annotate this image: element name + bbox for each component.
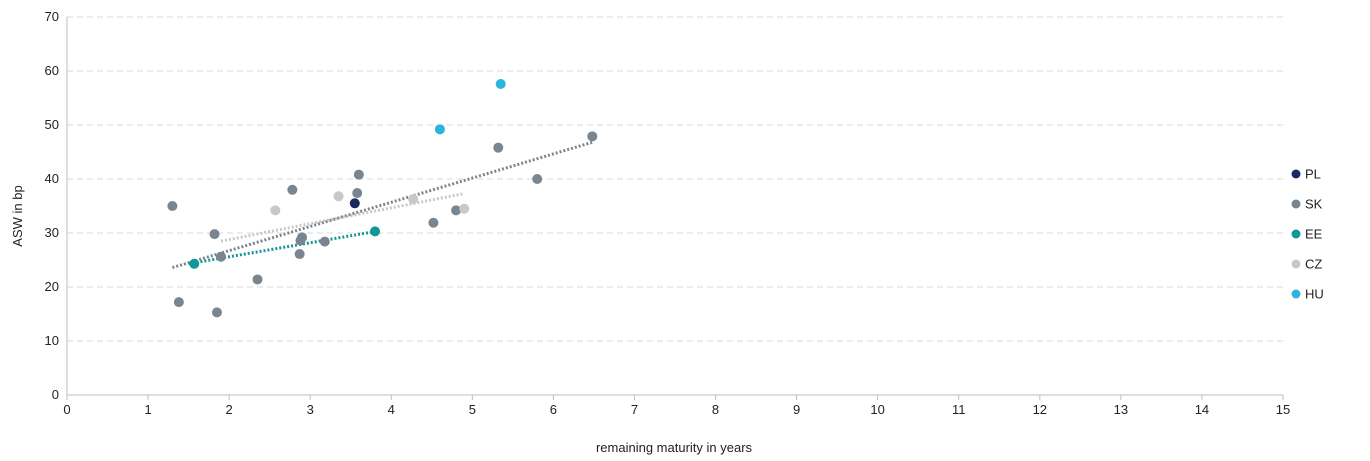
x-tick-label-10: 10 [870,402,884,417]
legend-label-cz: CZ [1305,257,1322,272]
legend-label-sk: SK [1305,197,1323,212]
y-tick-label-10: 10 [45,333,59,348]
y-axis-title: ASW in bp [10,185,25,246]
data-points [167,78,598,318]
y-tick-label-60: 60 [45,63,59,78]
y-tick-labels: 0 10 20 30 40 50 60 70 [45,9,59,402]
legend-item-ee: EE [1291,227,1323,242]
legend-item-pl: PL [1291,167,1321,182]
x-tick-label-13: 13 [1114,402,1128,417]
x-tick-label-11: 11 [952,402,966,417]
point-sk-11 [352,188,363,199]
legend-marker-ee [1291,229,1301,239]
point-sk-5 [252,274,263,285]
legend-marker-cz [1291,259,1301,269]
point-hu-1 [495,78,506,89]
x-tick-labels: 0 1 2 3 4 5 6 7 8 9 10 11 12 13 14 15 [63,402,1290,417]
x-tick-label-2: 2 [226,402,233,417]
x-tick-label-8: 8 [712,402,719,417]
x-tick-label-6: 6 [550,402,557,417]
trendlines [171,140,593,269]
point-sk-0 [167,201,178,211]
y-tick-label-0: 0 [52,387,59,402]
point-cz-1 [333,191,344,202]
gridlines [67,16,1283,342]
legend-item-hu: HU [1291,287,1324,302]
trendline-sk [171,140,593,269]
x-tick-label-1: 1 [144,402,151,417]
x-tick-label-9: 9 [793,402,800,417]
x-tick-label-4: 4 [388,402,395,417]
legend-label-ee: EE [1305,227,1323,242]
x-tick-label-14: 14 [1195,402,1209,417]
y-tick-label-40: 40 [45,171,59,186]
y-tick-label-20: 20 [45,279,59,294]
point-sk-9 [297,232,308,243]
x-tick-label-5: 5 [469,402,476,417]
legend-marker-pl [1291,169,1301,179]
legend: PL SK EE CZ HU [1291,167,1324,302]
point-sk-1 [173,297,184,308]
point-hu-0 [434,124,445,135]
point-sk-10 [319,236,330,247]
point-sk-14 [451,205,462,216]
y-tick-label-70: 70 [45,9,59,24]
point-sk-16 [532,174,543,184]
x-tick-label-12: 12 [1033,402,1047,417]
y-tick-label-30: 30 [45,225,59,240]
point-sk-3 [211,307,222,318]
legend-marker-hu [1291,289,1301,299]
x-axis-title: remaining maturity in years [596,440,753,455]
point-cz-3 [459,203,470,214]
legend-item-cz: CZ [1291,257,1322,272]
x-tick-label-15: 15 [1276,402,1290,417]
point-sk-2 [209,229,220,240]
point-sk-12 [353,169,364,180]
point-sk-6 [287,184,298,195]
point-pl-0 [349,198,360,209]
legend-marker-sk [1291,199,1301,209]
x-tick-label-0: 0 [63,402,70,417]
x-tick-label-7: 7 [631,402,638,417]
point-sk-4 [216,251,227,262]
legend-label-pl: PL [1305,167,1321,182]
y-tick-label-50: 50 [45,117,59,132]
point-cz-2 [408,193,419,204]
legend-label-hu: HU [1305,287,1324,302]
point-ee-0 [189,258,200,269]
point-sk-17 [587,131,598,142]
point-sk-7 [294,249,305,260]
legend-item-sk: SK [1291,197,1323,212]
axes [66,17,1284,400]
point-ee-1 [370,226,381,237]
trendline-cz [220,192,465,243]
point-cz-0 [270,205,281,216]
x-tick-label-3: 3 [307,402,314,417]
point-sk-13 [428,217,439,228]
point-sk-15 [493,142,504,153]
